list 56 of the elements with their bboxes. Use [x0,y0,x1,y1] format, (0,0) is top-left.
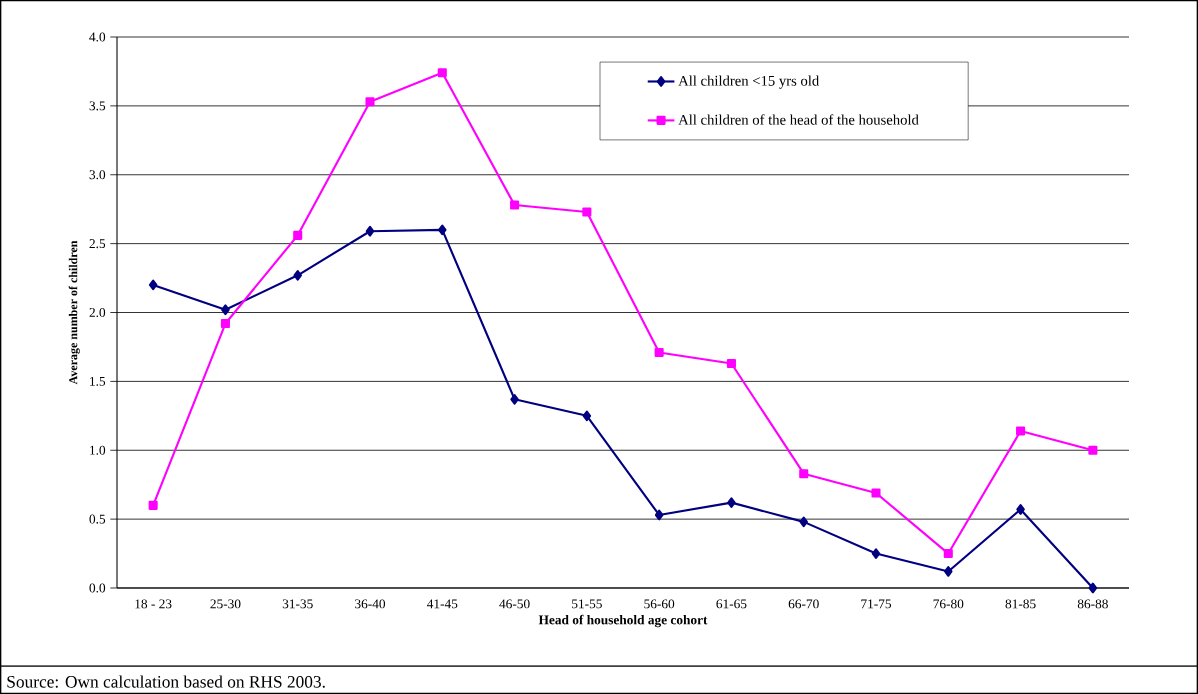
point [1016,504,1025,515]
x-tick-label: 51-55 [572,599,602,609]
point [943,549,953,559]
source-note: Source: Own calculation based on RHS 2003. [7,675,325,688]
x-tick-label: 61-65 [716,599,747,609]
y-tick-label: 0.0 [89,583,106,593]
point [437,68,447,78]
point [148,279,158,291]
point [148,500,158,510]
x-tick-label: 46-50 [499,599,530,609]
point [654,509,664,521]
point [944,566,953,577]
x-axis-title: Head of household age cohort [538,614,708,628]
y-tick-label: 3.5 [89,101,106,111]
x-tick-label: 81-85 [1005,599,1036,609]
point [799,516,808,528]
point [871,548,881,559]
y-tick-label: 1.5 [90,376,106,386]
point [221,304,230,316]
x-tick-label: 86-88 [1077,599,1108,609]
legend-label: All children <15 yrs old [678,75,820,89]
x-tick-label: 25-30 [210,599,241,609]
point [510,393,519,405]
x-tick-label: 36-40 [355,599,386,609]
point [799,469,809,479]
x-tick-label: 18 - 23 [135,599,172,609]
point [365,97,375,107]
point [438,224,447,236]
point [293,230,303,240]
x-tick-label: 71-75 [861,599,892,609]
point [365,225,375,237]
point [1088,582,1098,594]
x-tick-label: 76-80 [933,599,964,609]
legend-label: All children of the head of the household [678,114,919,125]
point [582,410,592,422]
x-tick-label: 66-70 [788,599,819,609]
point [726,358,736,369]
x-tick-label: 41-45 [426,599,458,609]
point [1016,426,1026,436]
y-tick-label: 2.0 [89,307,106,318]
x-tick-label: 56-60 [644,599,675,609]
point [220,318,230,329]
point [727,497,736,508]
point [293,269,302,281]
point [871,488,881,498]
point [1088,445,1098,455]
point [510,200,520,210]
y-tick-label: 1.0 [90,445,106,455]
y-tick-label: 4.0 [89,32,106,42]
point [654,347,664,357]
point [582,207,592,217]
y-tick-label: 3.0 [89,170,106,180]
y-tick-label: 0.5 [89,514,106,524]
y-axis-title: Average number of children [68,240,80,385]
y-tick-label: 2.5 [89,239,106,249]
x-tick-label: 31-35 [282,599,313,609]
